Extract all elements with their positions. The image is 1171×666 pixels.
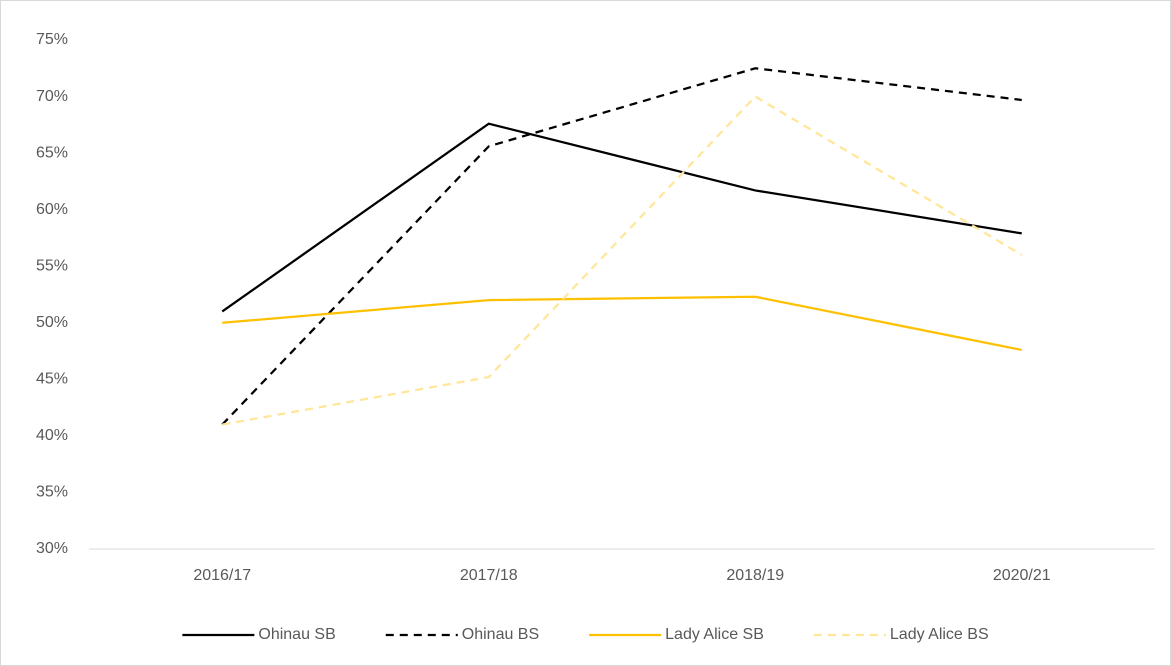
legend-label: Lady Alice BS	[890, 626, 989, 643]
y-tick-label: 50%	[36, 314, 68, 331]
series-line	[221, 67, 1022, 426]
legend-label: Ohinau SB	[258, 626, 335, 643]
y-tick-label: 35%	[36, 484, 68, 501]
legend-label: Lady Alice SB	[665, 626, 764, 643]
y-tick-label: 75%	[36, 31, 68, 48]
y-tick-label: 60%	[36, 201, 68, 218]
y-tick-label: 30%	[36, 540, 68, 557]
series-line	[221, 122, 1022, 313]
x-tick-label: 2018/19	[726, 567, 784, 584]
series-line	[222, 295, 1022, 352]
x-tick-label: 2017/18	[460, 567, 518, 584]
series-line	[222, 95, 1023, 426]
y-tick-label: 40%	[36, 427, 68, 444]
y-tick-label: 45%	[36, 371, 68, 388]
legend-label: Ohinau BS	[462, 626, 539, 643]
y-tick-label: 55%	[36, 257, 68, 274]
y-tick-label: 65%	[36, 144, 68, 161]
x-tick-label: 2016/17	[193, 567, 251, 584]
y-tick-label: 70%	[36, 88, 68, 105]
x-tick-label: 2020/21	[993, 567, 1051, 584]
